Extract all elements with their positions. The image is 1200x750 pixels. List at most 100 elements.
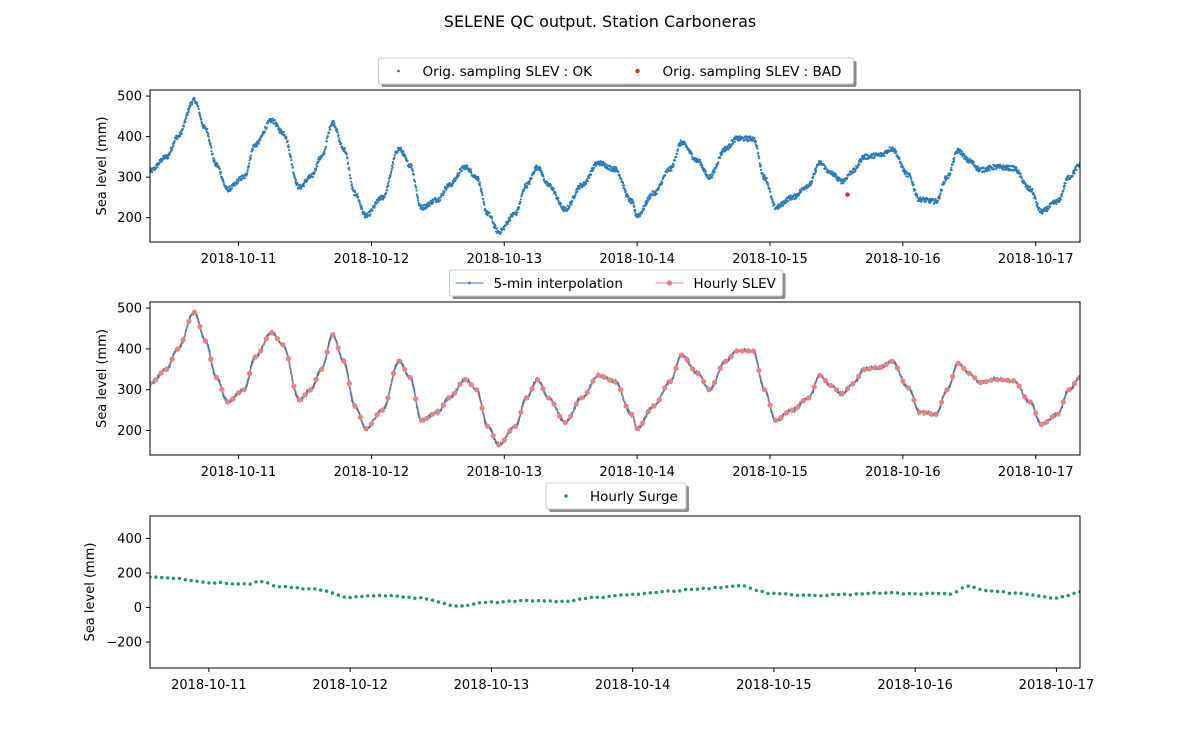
hourly-point: [701, 379, 707, 385]
ok-point: [766, 181, 769, 184]
surge-point: [460, 604, 464, 608]
ok-point: [285, 136, 288, 139]
x-tick-label: 2018-10-14: [595, 678, 671, 693]
surge-point: [901, 592, 906, 596]
ok-point: [172, 144, 175, 148]
ok-point: [387, 180, 390, 183]
ok-point: [713, 170, 716, 173]
surge-point: [166, 576, 170, 580]
ok-point: [356, 193, 359, 196]
surge-point: [1007, 591, 1012, 595]
ok-point: [383, 196, 386, 199]
hourly-point: [457, 381, 463, 387]
surge-point: [619, 593, 623, 597]
hourly-point: [756, 367, 762, 373]
ok-point: [254, 145, 257, 148]
surge-point: [678, 589, 682, 593]
ok-point: [348, 174, 352, 177]
hourly-point: [518, 409, 524, 415]
ok-point: [908, 172, 912, 175]
surge-point: [695, 587, 700, 591]
surge-point: [436, 600, 441, 604]
ok-point: [912, 183, 915, 186]
ok-point: [909, 175, 912, 178]
ok-point: [291, 165, 294, 169]
surge-point: [372, 594, 376, 598]
hourly-point: [546, 395, 552, 401]
ok-point: [479, 184, 482, 187]
ok-point: [504, 224, 507, 227]
ok-point: [412, 173, 415, 176]
hourly-point: [363, 425, 369, 432]
surge-point: [801, 593, 806, 597]
ok-point: [842, 182, 845, 185]
ok-point: [411, 167, 414, 170]
hourly-point: [623, 403, 629, 409]
ok-point: [490, 215, 493, 218]
ok-point: [559, 203, 562, 206]
ok-point: [1061, 192, 1064, 195]
hourly-point: [330, 332, 336, 338]
hourly-point: [197, 323, 203, 330]
legend-box: [545, 482, 687, 510]
hourly-point: [717, 365, 723, 371]
ok-point: [481, 192, 484, 195]
ok-point: [549, 183, 552, 186]
ok-point: [795, 196, 798, 199]
ok-point: [654, 194, 657, 197]
ok-point: [275, 121, 278, 124]
surge-point: [389, 593, 393, 598]
hourly-point: [1071, 381, 1078, 387]
ok-point: [744, 135, 748, 138]
y-tick-label: 400: [117, 130, 142, 145]
ok-point: [592, 168, 595, 172]
hourly-point: [485, 423, 491, 429]
ok-point: [236, 182, 239, 185]
surge-point: [254, 580, 258, 584]
surge-point: [972, 585, 976, 589]
ok-point: [896, 153, 899, 156]
ok-point: [411, 169, 414, 173]
ok-point: [219, 171, 222, 174]
surge-point: [913, 592, 917, 596]
ok-point: [899, 161, 902, 164]
ok-point: [185, 115, 188, 118]
hourly-point: [723, 358, 729, 364]
ok-point: [371, 209, 374, 212]
ok-point: [811, 180, 814, 183]
ok-point: [336, 128, 339, 131]
ok-point: [891, 146, 894, 149]
hourly-point: [656, 397, 662, 403]
plot-frame: [149, 89, 1081, 243]
hourly-point: [551, 401, 557, 407]
ok-point: [858, 163, 861, 166]
ok-point: [1034, 197, 1037, 200]
ok-point: [657, 186, 661, 189]
ok-point: [960, 150, 964, 153]
ok-point: [1031, 187, 1034, 191]
legend-marker: [564, 494, 568, 498]
ok-point: [655, 192, 658, 195]
ok-point: [217, 165, 220, 168]
y-tick-label: 200: [117, 567, 142, 582]
surge-point: [825, 593, 829, 598]
surge-point: [377, 593, 382, 598]
ok-point: [526, 186, 529, 189]
ok-point: [290, 159, 293, 162]
ok-point: [1002, 164, 1005, 167]
surge-point: [578, 597, 582, 601]
surge-point: [383, 594, 388, 598]
hourly-point: [601, 374, 607, 380]
surge-point: [978, 587, 982, 592]
ok-point: [690, 153, 693, 156]
ok-point: [612, 165, 616, 168]
ok-point: [330, 124, 333, 127]
ok-point: [387, 184, 390, 187]
surge-point: [725, 585, 729, 589]
ok-point: [385, 192, 388, 195]
legend-label: 5-min interpolation: [494, 276, 623, 292]
legend-marker: [397, 69, 400, 73]
surge-point: [248, 582, 252, 586]
ok-point: [197, 105, 200, 108]
ok-point: [757, 151, 760, 154]
